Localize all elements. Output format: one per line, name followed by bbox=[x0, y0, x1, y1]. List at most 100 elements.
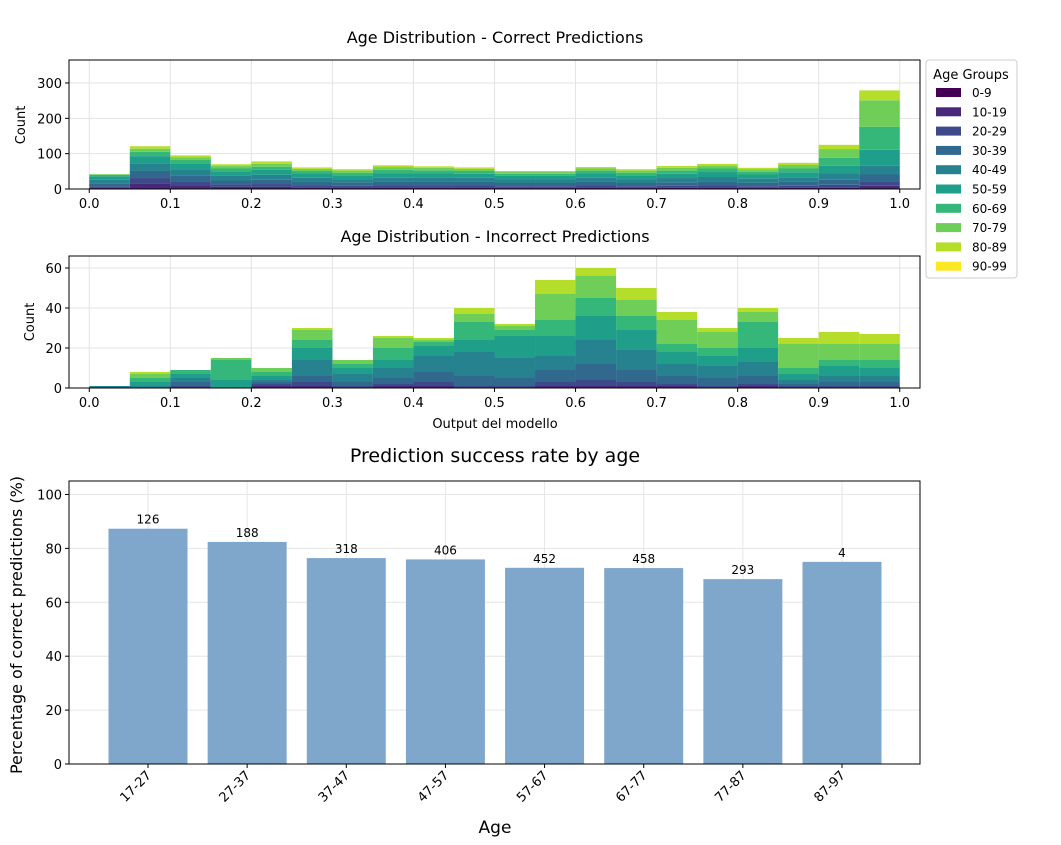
histogram-bar-segment bbox=[818, 344, 860, 360]
histogram-bar-segment bbox=[616, 175, 657, 180]
histogram-bar-segment bbox=[251, 376, 292, 380]
histogram-bar-segment bbox=[818, 173, 860, 180]
y-axis-label: Percentage of correct predictions (%) bbox=[7, 476, 26, 774]
x-tick-label: 47-57 bbox=[415, 768, 452, 805]
chart-title: Age Distribution - Incorrect Predictions bbox=[340, 227, 649, 246]
histogram-bar-segment bbox=[129, 156, 171, 164]
histogram-bar-segment bbox=[535, 370, 576, 382]
histogram-bar-segment bbox=[129, 372, 171, 374]
bar-count-label: 293 bbox=[731, 563, 754, 577]
histogram-bar-segment bbox=[697, 187, 738, 189]
x-tick-label: 0.9 bbox=[808, 396, 829, 411]
histogram-bar-segment bbox=[818, 184, 860, 188]
histogram-bar-segment bbox=[616, 186, 657, 188]
histogram-bar-segment bbox=[818, 332, 860, 344]
x-tick-label: 0.3 bbox=[322, 197, 343, 212]
histogram-bar-segment bbox=[170, 378, 211, 382]
histogram-bar-segment bbox=[210, 164, 252, 167]
histogram-bar-segment bbox=[372, 360, 414, 368]
histogram-bar-segment bbox=[494, 336, 536, 358]
histogram-bar-segment bbox=[413, 173, 454, 178]
histogram-bar-segment bbox=[494, 172, 536, 174]
correct-predictions-chart: Age Distribution - Correct Predictions 0… bbox=[14, 28, 921, 212]
histogram-bar-segment bbox=[210, 186, 252, 189]
histogram-bar-segment bbox=[89, 176, 130, 180]
histogram-bar-segment bbox=[453, 170, 495, 174]
histogram-bar-segment bbox=[89, 174, 130, 175]
legend-label: 20-29 bbox=[972, 125, 1007, 139]
y-tick-label: 80 bbox=[45, 542, 62, 557]
x-tick-label: 0.6 bbox=[565, 396, 586, 411]
x-tick-label: 17-27 bbox=[118, 768, 155, 805]
histogram-bar-segment bbox=[494, 170, 536, 173]
histogram-bar-segment bbox=[291, 328, 333, 330]
histogram-bar-segment bbox=[697, 328, 738, 332]
histogram-bar-segment bbox=[616, 169, 657, 171]
y-axis-label: Count bbox=[23, 303, 38, 342]
histogram-bar-segment bbox=[575, 340, 617, 364]
x-tick-label: 0.4 bbox=[403, 396, 424, 411]
histogram-bar-segment bbox=[251, 368, 292, 372]
success-rate-bar bbox=[108, 528, 188, 764]
histogram-bar-segment bbox=[575, 185, 617, 188]
success-rate-bar bbox=[207, 541, 287, 764]
histogram-bar-segment bbox=[656, 320, 698, 344]
histogram-bar-segment bbox=[778, 368, 819, 374]
histogram-bar-segment bbox=[372, 185, 414, 188]
histogram-bar-segment bbox=[413, 177, 454, 182]
histogram-bar-segment bbox=[413, 372, 454, 382]
histogram-bar-segment bbox=[656, 187, 698, 189]
histogram-bar-segment bbox=[535, 294, 576, 320]
histogram-bar-segment bbox=[453, 340, 495, 352]
histogram-bar-segment bbox=[251, 184, 292, 187]
bar-count-label: 126 bbox=[137, 513, 160, 527]
histogram-bar-segment bbox=[818, 157, 860, 166]
histogram-bar-segment bbox=[778, 177, 819, 182]
histogram-bar-segment bbox=[697, 332, 738, 348]
histogram-bar-segment bbox=[616, 350, 657, 370]
x-tick-label: 27-37 bbox=[217, 768, 254, 805]
histogram-bar-segment bbox=[859, 100, 900, 127]
y-tick-label: 0 bbox=[54, 382, 62, 397]
histogram-bar-segment bbox=[859, 126, 900, 150]
histogram-bar-segment bbox=[697, 378, 738, 386]
histogram-bar-segment bbox=[737, 186, 779, 188]
histogram-bar-segment bbox=[453, 352, 495, 376]
histogram-bar-segment bbox=[129, 386, 171, 388]
legend-label: 30-39 bbox=[972, 144, 1007, 158]
histogram-bar-segment bbox=[859, 344, 900, 360]
histogram-bar-segment bbox=[332, 182, 373, 186]
histogram-bar-segment bbox=[210, 358, 252, 360]
histogram-bar-segment bbox=[656, 166, 698, 168]
histogram-bar-segment bbox=[413, 342, 454, 346]
histogram-bar-segment bbox=[372, 167, 414, 170]
histogram-bar-segment bbox=[535, 186, 576, 188]
histogram-bar-segment bbox=[737, 376, 779, 384]
histogram-bar-segment bbox=[129, 183, 171, 189]
histogram-bar-segment bbox=[251, 382, 292, 384]
histogram-bar-segment bbox=[818, 376, 860, 382]
histogram-bar-segment bbox=[818, 149, 860, 158]
histogram-bar-segment bbox=[535, 187, 576, 189]
histogram-bar-segment bbox=[859, 382, 900, 386]
histogram-bar-segment bbox=[89, 179, 130, 184]
histogram-bar-segment bbox=[89, 183, 130, 187]
histogram-bar-segment bbox=[129, 178, 171, 184]
histogram-bar-segment bbox=[656, 170, 698, 174]
legend-items: 0-9 10-19 20-29 30-39 40-49 50-59 60-69 70-79 80… bbox=[936, 86, 1007, 274]
x-tick-label: 87-97 bbox=[812, 768, 849, 805]
histogram-bar-segment bbox=[616, 386, 657, 388]
y-tick-label: 100 bbox=[37, 488, 62, 503]
histogram-bar-segment bbox=[129, 170, 171, 179]
histogram-bar-segment bbox=[129, 374, 171, 378]
x-tick-label: 57-67 bbox=[514, 768, 551, 805]
x-tick-label: 0.7 bbox=[646, 396, 667, 411]
histogram-bar-segment bbox=[413, 346, 454, 356]
legend-label: 10-19 bbox=[972, 105, 1007, 119]
histogram-bar-segment bbox=[575, 298, 617, 316]
histogram-bar-segment bbox=[291, 177, 333, 182]
bars bbox=[89, 268, 900, 388]
histogram-bar-segment bbox=[453, 185, 495, 188]
histogram-bar-segment bbox=[818, 366, 860, 376]
histogram-bar-segment bbox=[251, 174, 292, 180]
